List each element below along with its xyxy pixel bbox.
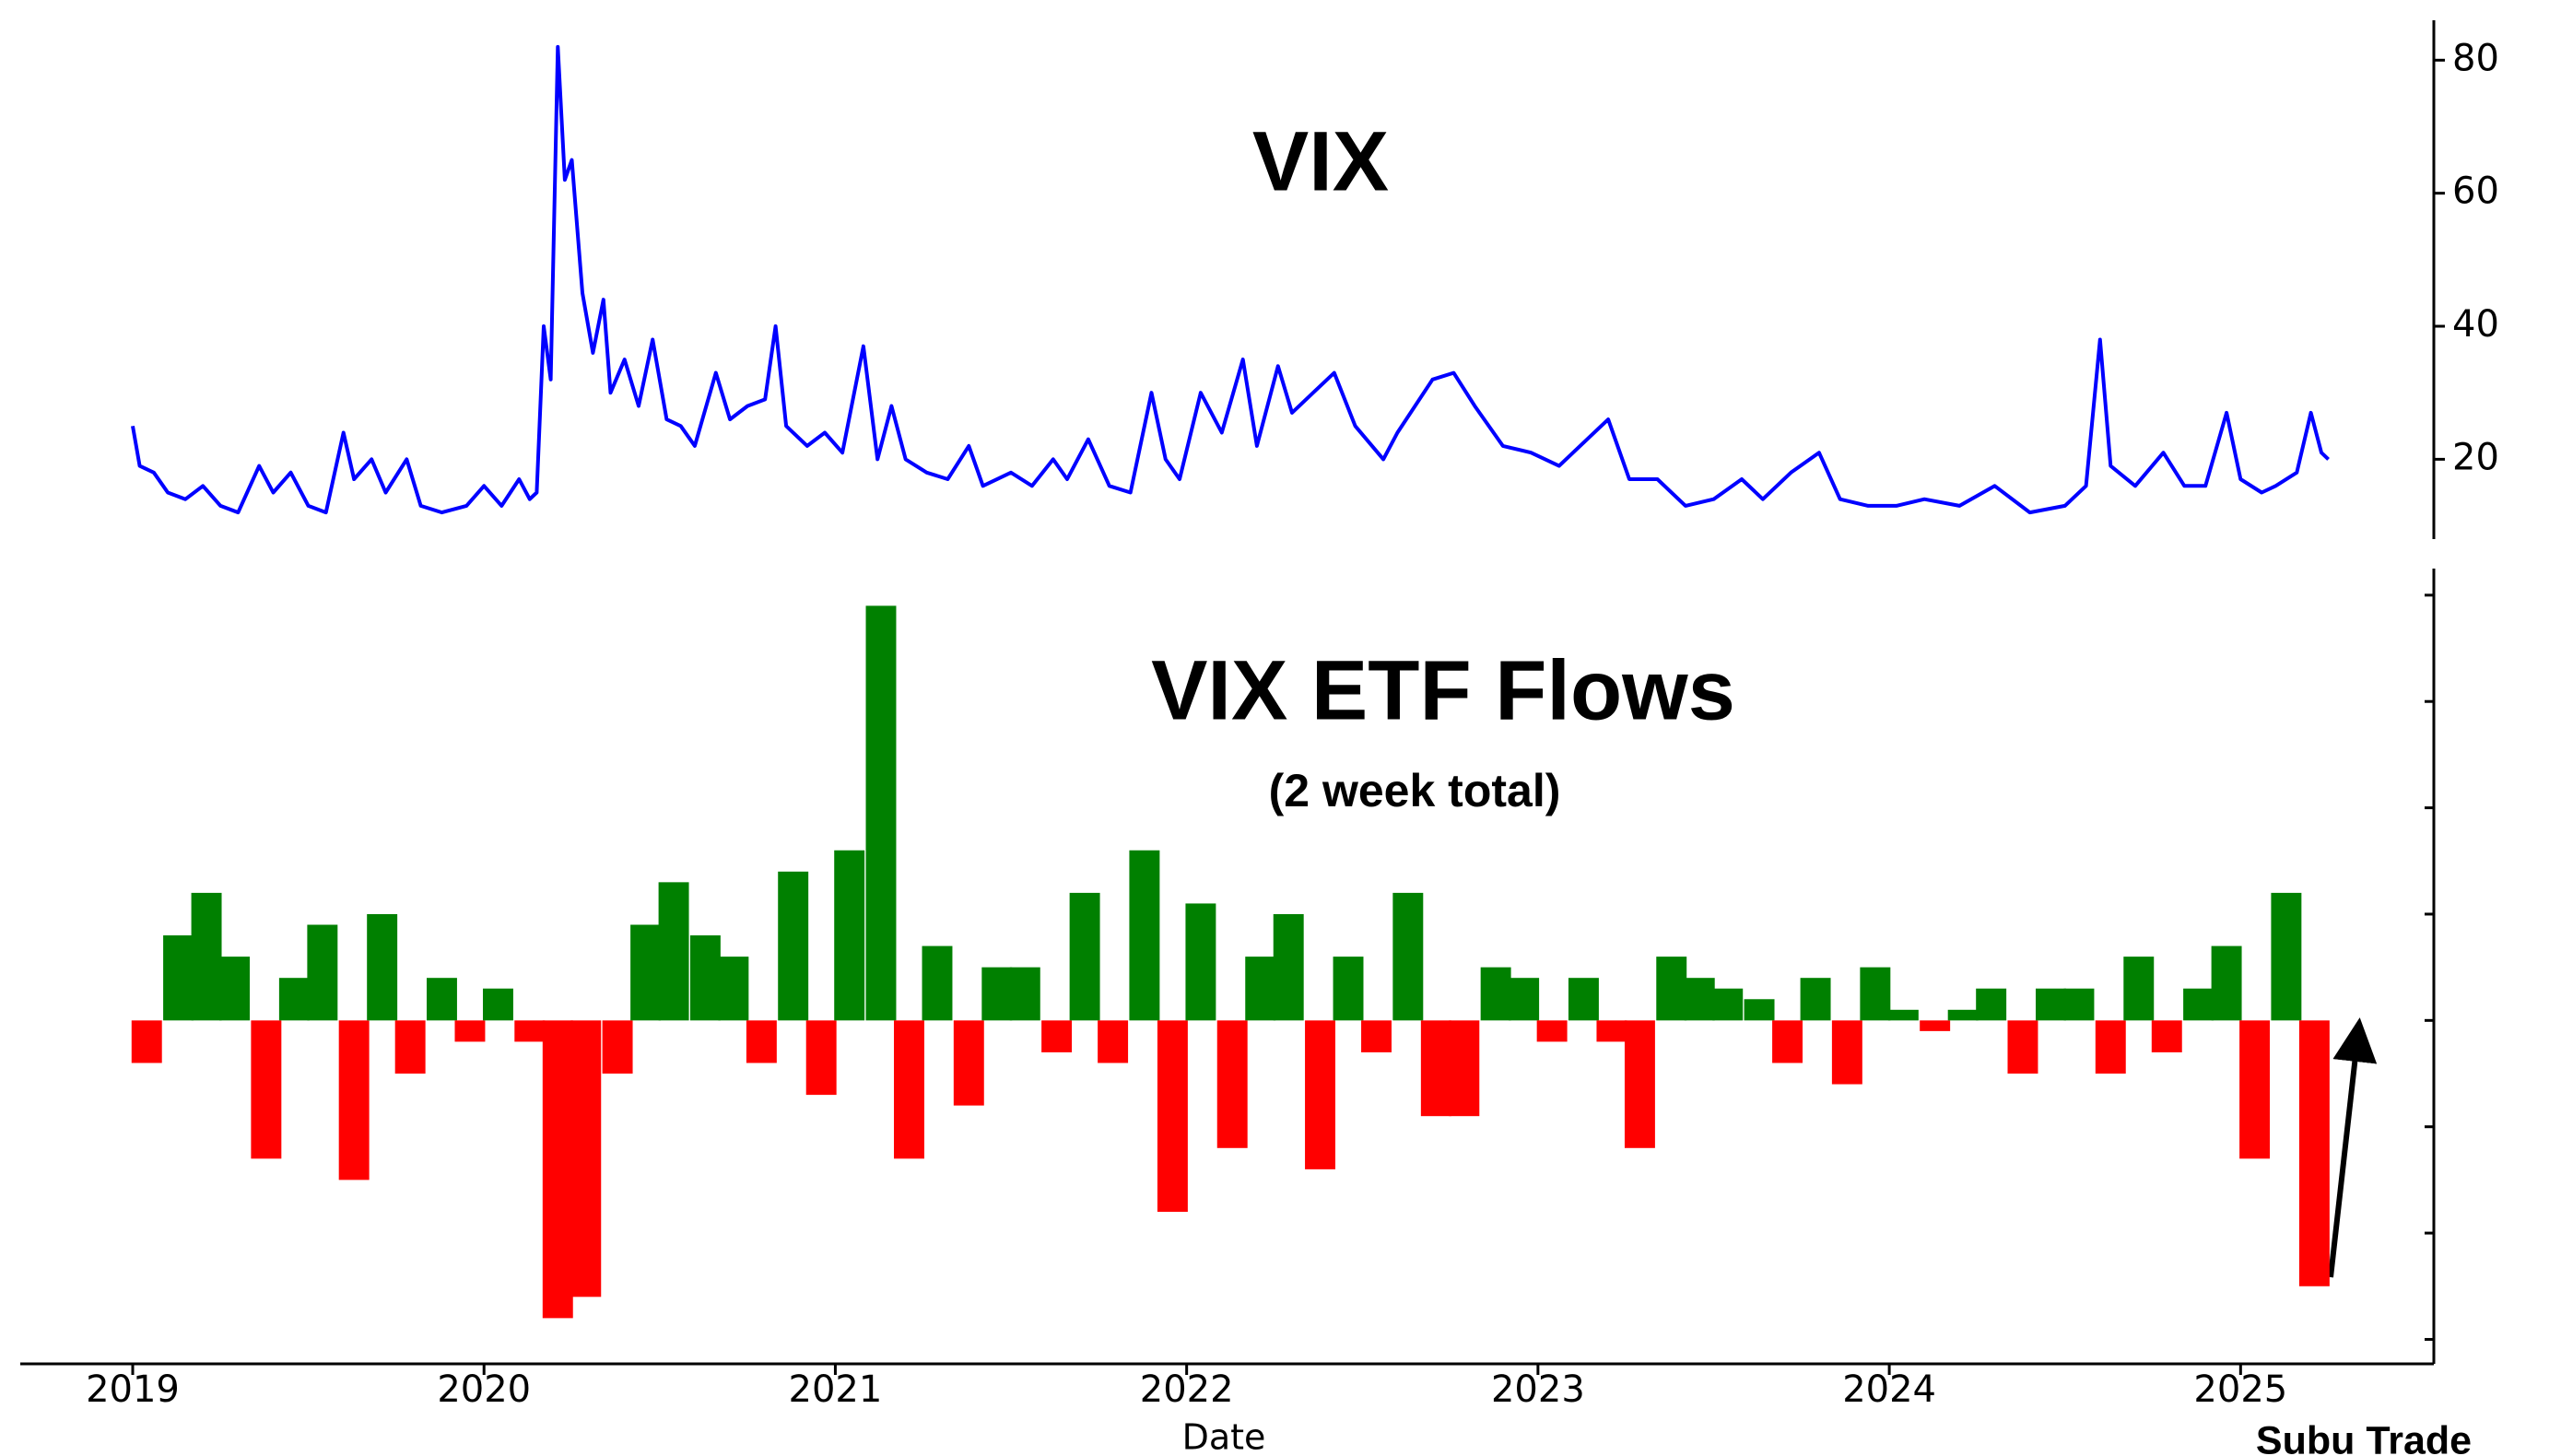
flow-bar — [746, 1020, 777, 1063]
x-axis-label: Date — [1182, 1417, 1266, 1456]
y-tick-label: 40 — [2452, 303, 2499, 346]
x-tick-label: 2019 — [86, 1368, 180, 1411]
flow-bar — [953, 1020, 984, 1106]
flow-bar — [922, 945, 953, 1021]
flow-bar — [394, 1020, 426, 1074]
flow-bar — [1947, 1009, 1979, 1021]
flow-bar — [894, 1020, 924, 1159]
flow-bar — [1712, 988, 1744, 1021]
flow-bar — [1568, 978, 1599, 1021]
flow-bar — [778, 871, 809, 1021]
y-tick-label: 20 — [2452, 436, 2499, 478]
flow-bar — [1536, 1020, 1568, 1042]
flow-bar — [1624, 1020, 1655, 1148]
flow-bar — [570, 1020, 602, 1297]
flow-bar — [426, 978, 457, 1021]
y-tick-label: 80 — [2452, 37, 2499, 79]
flow-bar — [482, 988, 513, 1021]
flow-bar — [367, 913, 398, 1021]
flow-bar — [981, 967, 1013, 1021]
flow-bar — [1920, 1020, 1951, 1031]
flow-bar — [2123, 957, 2155, 1021]
flow-bar — [805, 1020, 837, 1096]
flow-bar — [542, 1020, 573, 1319]
flow-bar — [834, 850, 865, 1021]
flow-bar — [1800, 978, 1831, 1021]
flow-bar — [1420, 1020, 1451, 1117]
flow-bar — [191, 892, 222, 1021]
flow-bar — [1009, 967, 1040, 1021]
flow-bar — [1392, 892, 1424, 1021]
flow-bar — [2007, 1020, 2038, 1074]
y-tick-label: 60 — [2452, 170, 2499, 213]
flows-title: VIX ETF Flows — [1151, 643, 1735, 737]
x-tick-label: 2020 — [437, 1368, 531, 1411]
flow-bar — [1273, 913, 1304, 1021]
flow-bar — [1772, 1020, 1803, 1063]
flow-bar — [1185, 903, 1216, 1021]
flow-bar — [1596, 1020, 1627, 1042]
flow-bar — [278, 978, 310, 1021]
flow-bar — [602, 1020, 633, 1074]
flow-bar — [338, 1020, 370, 1180]
flow-bar — [1305, 1020, 1335, 1169]
annotation-arrow — [2328, 1017, 2378, 1278]
flow-bar — [2035, 988, 2066, 1021]
flow-bar — [1744, 999, 1775, 1021]
flow-bar — [1098, 1020, 1129, 1063]
flow-bar — [2211, 945, 2242, 1021]
flow-bar — [514, 1020, 546, 1042]
flow-bar — [454, 1020, 486, 1042]
flow-bar — [1656, 957, 1687, 1021]
flow-bar — [658, 882, 689, 1021]
flow-bar — [2063, 988, 2095, 1021]
flow-bar — [1245, 957, 1276, 1021]
flows-subtitle: (2 week total) — [1269, 765, 1561, 816]
flow-bar — [219, 957, 251, 1021]
flow-bar — [1449, 1020, 1480, 1117]
flow-bar — [865, 605, 897, 1021]
flow-bar — [1976, 988, 2007, 1021]
flow-bar — [1480, 967, 1511, 1021]
flow-bar — [251, 1020, 282, 1159]
x-tick-label: 2023 — [1491, 1368, 1585, 1411]
flow-bar — [689, 935, 721, 1021]
flow-bar — [2298, 1020, 2330, 1286]
flow-bar — [2183, 988, 2214, 1021]
flow-bar — [630, 924, 662, 1021]
flow-bar — [1157, 1020, 1188, 1213]
x-tick-label: 2025 — [2193, 1368, 2287, 1411]
x-tick-label: 2024 — [1842, 1368, 1936, 1411]
flow-bar — [2239, 1020, 2271, 1159]
flow-bar — [1129, 850, 1160, 1021]
flow-bar — [2095, 1020, 2126, 1074]
flow-bar — [1041, 1020, 1073, 1052]
flow-bar — [2271, 892, 2302, 1021]
vix-line — [131, 44, 2330, 515]
vix-title: VIX — [1252, 114, 1389, 208]
flow-bar — [1216, 1020, 1248, 1148]
flow-bar — [1333, 957, 1364, 1021]
x-tick-label: 2021 — [789, 1368, 883, 1411]
flow-bar — [1684, 978, 1715, 1021]
flow-bar — [1831, 1020, 1862, 1085]
x-tick-label: 2022 — [1140, 1368, 1234, 1411]
flow-bar — [1361, 1020, 1392, 1052]
source-label: Subu Trade — [2256, 1418, 2472, 1456]
flow-bar — [2151, 1020, 2182, 1052]
flow-bar — [1887, 1009, 1919, 1021]
flow-bar — [163, 935, 194, 1021]
flow-bar — [1069, 892, 1100, 1021]
flow-bar — [131, 1020, 162, 1063]
flow-bar — [307, 924, 338, 1021]
flow-bar — [1860, 967, 1891, 1021]
flow-bar — [718, 957, 749, 1021]
flow-bar — [1509, 978, 1540, 1021]
